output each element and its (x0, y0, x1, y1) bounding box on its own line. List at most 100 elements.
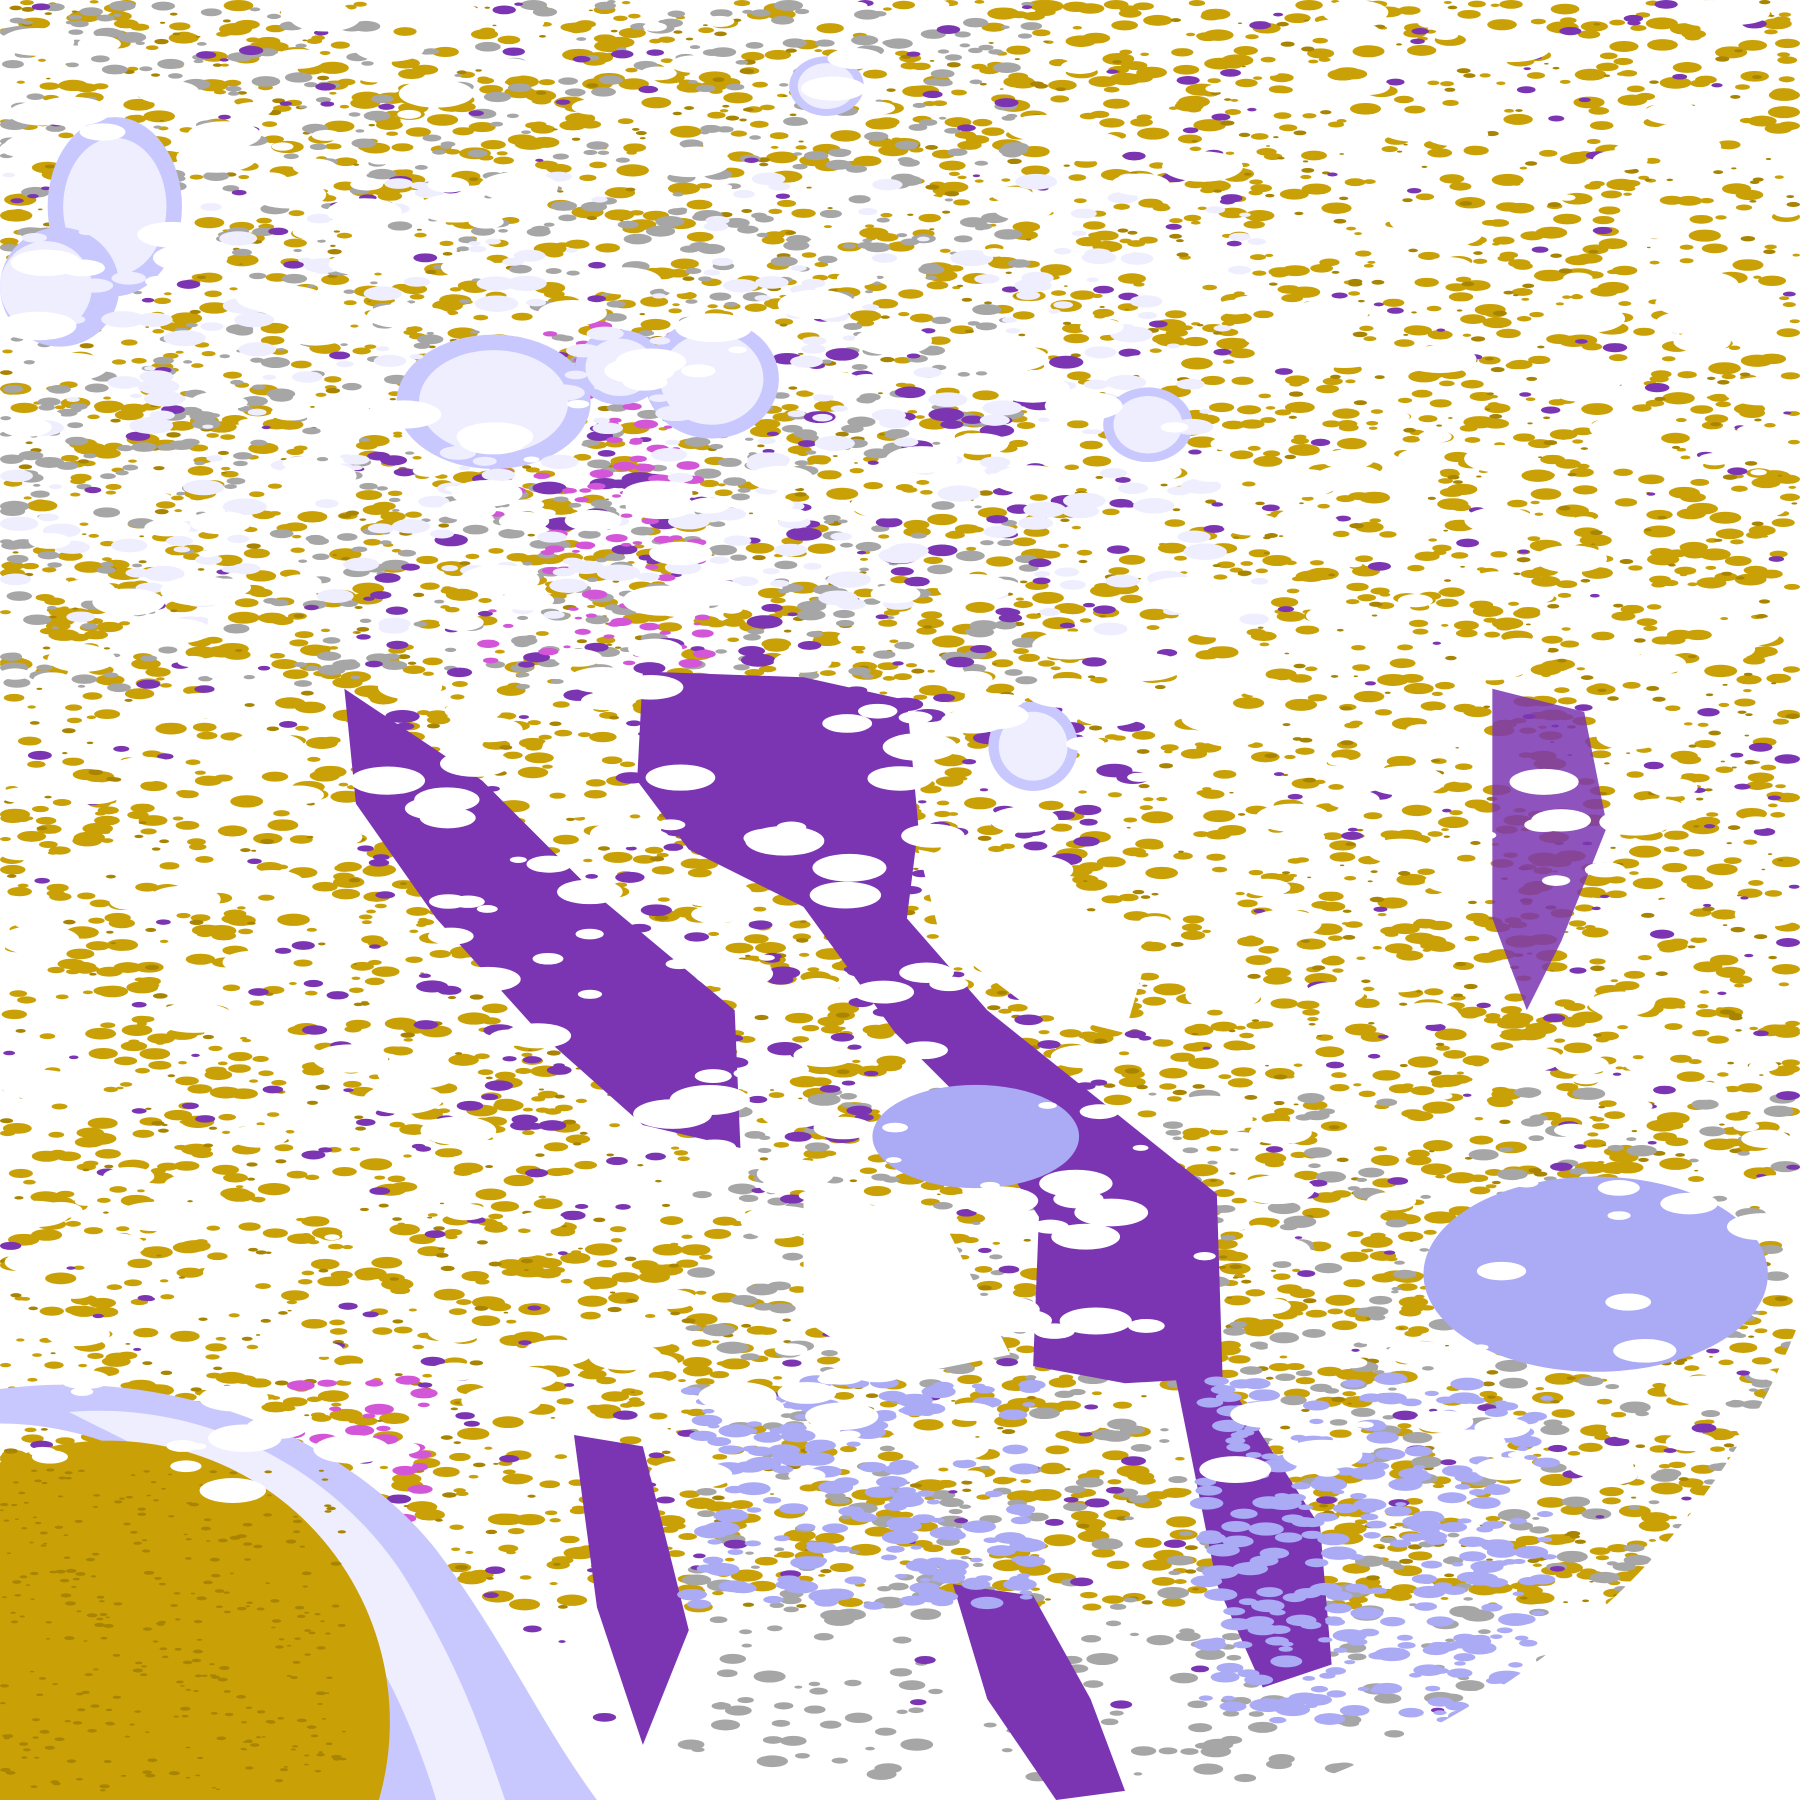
gold-cloud-patch (317, 1390, 349, 1402)
gold-cloud-patch (1248, 189, 1263, 196)
gold-cloud-patch (799, 1484, 819, 1492)
gold-cloud-patch (1469, 1186, 1491, 1195)
gold-cloud-patch (343, 1080, 362, 1088)
gold-cloud-patch (1792, 253, 1800, 257)
gold-cloud-patch (1557, 592, 1572, 598)
gold-cloud-patch (295, 725, 309, 731)
gold-cloud-patch (1434, 1028, 1467, 1041)
gold-cloud-patch (135, 814, 144, 818)
gold-cloud-patch (1194, 742, 1206, 747)
gold-cloud-patch (1296, 1000, 1320, 1010)
gold-cloud-patch (744, 934, 769, 944)
gold-cloud-patch (389, 1121, 405, 1128)
gold-cloud-patch (670, 1146, 680, 1150)
gold-cloud-patch (1613, 57, 1634, 66)
gold-cloud-patch (1173, 64, 1200, 75)
gold-cloud-patch (444, 606, 460, 613)
gold-cloud-patch (1171, 48, 1194, 57)
gold-cloud-patch (1527, 536, 1541, 542)
gold-cloud-patch (972, 118, 993, 127)
gold-cloud-patch (320, 628, 331, 633)
gold-cloud-patch (457, 1427, 490, 1440)
gold-cloud-patch (1758, 353, 1787, 365)
gold-cloud-patch (1526, 72, 1546, 79)
gold-cloud-patch (1397, 6, 1421, 15)
gold-cloud-patch (712, 1590, 724, 1596)
gold-cloud-patch (296, 1217, 306, 1222)
gold-cloud-patch (651, 866, 675, 875)
gold-cloud-patch (1462, 333, 1472, 337)
gold-cloud-patch (1420, 701, 1446, 711)
gold-cloud-patch (223, 79, 242, 87)
gold-cloud-patch (773, 1141, 790, 1148)
gold-cloud-patch (1103, 1094, 1132, 1106)
gold-cloud-patch (1009, 11, 1029, 19)
gold-cloud-patch (1474, 1117, 1484, 1121)
gold-cloud-patch (337, 78, 356, 86)
gold-cloud-patch (232, 2, 245, 7)
gold-cloud-patch (1747, 772, 1775, 783)
gold-cloud-patch (461, 1270, 489, 1282)
gold-cloud-patch (1757, 1431, 1776, 1439)
gold-cloud-patch (1419, 1305, 1435, 1311)
gold-cloud-patch (1563, 1042, 1593, 1054)
gold-cloud-patch (1534, 512, 1544, 516)
gold-cloud-patch (878, 619, 898, 627)
gold-cloud-patch (1659, 1533, 1682, 1542)
gold-cloud-patch (1152, 1039, 1174, 1047)
gold-cloud-patch (88, 1297, 117, 1309)
gold-cloud-patch (1521, 297, 1530, 301)
gold-cloud-patch (1689, 214, 1714, 224)
gold-cloud-patch (880, 212, 893, 218)
gold-cloud-patch (22, 816, 34, 821)
gold-cloud-patch (1355, 250, 1372, 257)
gold-cloud-patch (753, 906, 767, 912)
gold-cloud-patch (507, 1528, 525, 1535)
gold-cloud-patch (792, 1036, 810, 1043)
gold-cloud-patch (889, 639, 899, 643)
gold-cloud-patch (538, 1195, 547, 1199)
gold-cloud-patch (1354, 232, 1362, 236)
gold-cloud-patch (915, 415, 925, 419)
gold-cloud-patch (1205, 829, 1232, 840)
gold-cloud-patch (1106, 1560, 1130, 1570)
gold-cloud-patch (706, 619, 727, 628)
gold-cloud-patch (1013, 1283, 1038, 1293)
gold-cloud-patch (549, 1581, 558, 1586)
gold-cloud-patch (1435, 1174, 1446, 1179)
gold-cloud-patch (1580, 21, 1608, 32)
gold-cloud-patch (1596, 1398, 1613, 1405)
gold-cloud-patch (1003, 75, 1035, 88)
gold-cloud-patch (1173, 852, 1193, 860)
gold-cloud-patch (1401, 804, 1432, 817)
gold-cloud-patch (1103, 98, 1130, 109)
gold-cloud-patch (187, 1084, 213, 1094)
gold-cloud-patch (1134, 1537, 1162, 1548)
gold-cloud-patch (1736, 674, 1762, 685)
gold-cloud-patch (1348, 291, 1361, 296)
gold-cloud-patch (1224, 62, 1243, 69)
gold-cloud-patch (87, 1117, 118, 1129)
gold-cloud-patch (1344, 178, 1366, 187)
gold-cloud-patch (1532, 1563, 1543, 1567)
gold-cloud-patch (359, 1158, 393, 1171)
gold-cloud-patch (553, 1167, 574, 1176)
gold-cloud-patch (709, 1370, 730, 1379)
gold-cloud-patch (1548, 399, 1567, 406)
gold-cloud-patch (1140, 52, 1150, 56)
gold-cloud-patch (351, 976, 361, 980)
gold-cloud-patch (1767, 106, 1800, 119)
gold-cloud-patch (1072, 874, 1099, 885)
gold-cloud-patch (27, 705, 36, 709)
gold-cloud-patch (1295, 1293, 1304, 1297)
gold-cloud-patch (773, 1554, 782, 1558)
gold-cloud-patch (503, 1174, 534, 1187)
gold-cloud-patch (349, 987, 364, 993)
gold-cloud-patch (629, 814, 641, 819)
gold-cloud-patch (1117, 273, 1146, 284)
gold-cloud-patch (1071, 525, 1082, 530)
gold-cloud-patch (100, 838, 114, 843)
gold-cloud-patch (39, 1306, 64, 1316)
gold-cloud-patch (1420, 1163, 1452, 1176)
